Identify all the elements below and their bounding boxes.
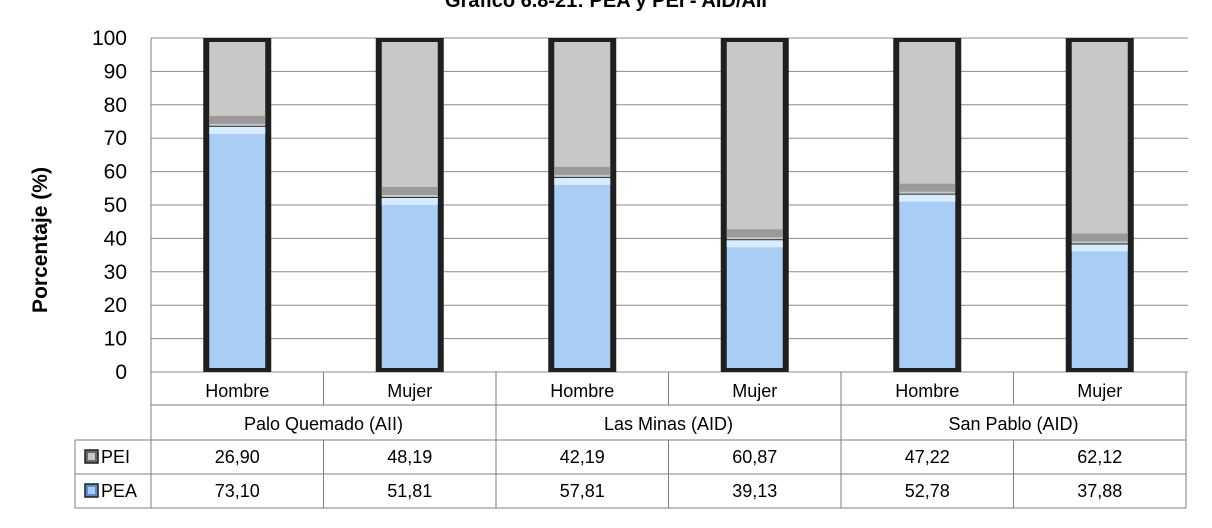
y-tick-label: 60 (104, 161, 127, 184)
bar-pea (554, 177, 611, 368)
data-label: 57,81 (560, 481, 605, 501)
bar-pei-bevel (381, 186, 438, 195)
bar-pea-bevel (554, 177, 611, 185)
bar-stack (720, 38, 789, 372)
bar-pea (381, 197, 438, 368)
data-label: 62,12 (1077, 447, 1122, 467)
data-label: 42,19 (560, 447, 605, 467)
x-tick-label: Hombre (205, 381, 269, 401)
y-tick-label: 90 (104, 60, 127, 83)
data-label: 47,22 (905, 447, 950, 467)
y-tick-label: 70 (104, 127, 127, 150)
bars (203, 38, 1134, 372)
bar-pei-bevel (899, 183, 956, 192)
x-tick-label: Hombre (895, 381, 959, 401)
bar-pea (899, 194, 956, 368)
y-tick-label: 50 (104, 194, 127, 217)
bar-pei-bevel (726, 229, 783, 238)
legend-label: PEA (101, 481, 137, 501)
bar-pea-bevel (1071, 244, 1128, 252)
y-tick-label: 100 (92, 27, 127, 50)
bar-pei-bevel (209, 115, 266, 124)
bar-pei (726, 42, 783, 240)
legend-label: PEI (101, 447, 130, 467)
x-tick-label: Hombre (550, 381, 614, 401)
data-label: 60,87 (732, 447, 777, 467)
bar-stack (548, 38, 617, 372)
y-tick-label: 0 (115, 361, 127, 384)
data-label: 26,90 (215, 447, 260, 467)
bar-pei (209, 42, 266, 126)
data-label: 51,81 (387, 481, 432, 501)
y-tick-label: 80 (104, 94, 127, 117)
y-tick-labels: 0 10 20 30 40 50 60 70 80 90 100 (92, 27, 127, 384)
bar-stack (375, 38, 444, 372)
y-tick-label: 10 (104, 328, 127, 351)
bar-pea (1071, 244, 1128, 368)
y-tick-label: 30 (104, 261, 127, 284)
x-tick-label: Mujer (732, 381, 777, 401)
bar-pea-bevel (899, 194, 956, 202)
y-tick-label: 20 (104, 294, 127, 317)
data-label: 39,13 (732, 481, 777, 501)
bar-stack (893, 38, 962, 372)
group-label: San Pablo (AID) (948, 414, 1078, 434)
y-axis-label: Porcentaje (%) (29, 167, 52, 313)
bar-pea-bevel (726, 240, 783, 248)
grid (150, 37, 1188, 373)
legend-key-inner (88, 487, 95, 494)
bar-pei (381, 42, 438, 197)
x-tick-label: Mujer (1077, 381, 1122, 401)
group-label: Palo Quemado (AII) (244, 414, 403, 434)
y-tick-label: 40 (104, 227, 127, 250)
legend-key-inner (88, 453, 95, 460)
bar-pea (726, 240, 783, 368)
data-label: 48,19 (387, 447, 432, 467)
group-label: Las Minas (AID) (604, 414, 733, 434)
bar-stack (1065, 38, 1134, 372)
data-table: Hombre Mujer Hombre Mujer Hombre Mujer Palo Qu… (74, 372, 1187, 509)
bar-pea-bevel (209, 126, 266, 134)
bar-pea-bevel (381, 197, 438, 205)
bar-stack (203, 38, 272, 372)
bar-pei (899, 42, 956, 194)
data-label: 73,10 (215, 481, 260, 501)
bar-pei (1071, 42, 1128, 244)
x-tick-label: Mujer (387, 381, 432, 401)
data-label: 52,78 (905, 481, 950, 501)
bar-pea (209, 126, 266, 368)
bar-pei (554, 42, 611, 177)
bar-pei-bevel (554, 166, 611, 175)
data-label: 37,88 (1077, 481, 1122, 501)
chart-title: Gráfico 6.8-21: PEA y PEI - AID/AII (445, 0, 767, 12)
bar-pei-bevel (1071, 233, 1128, 242)
